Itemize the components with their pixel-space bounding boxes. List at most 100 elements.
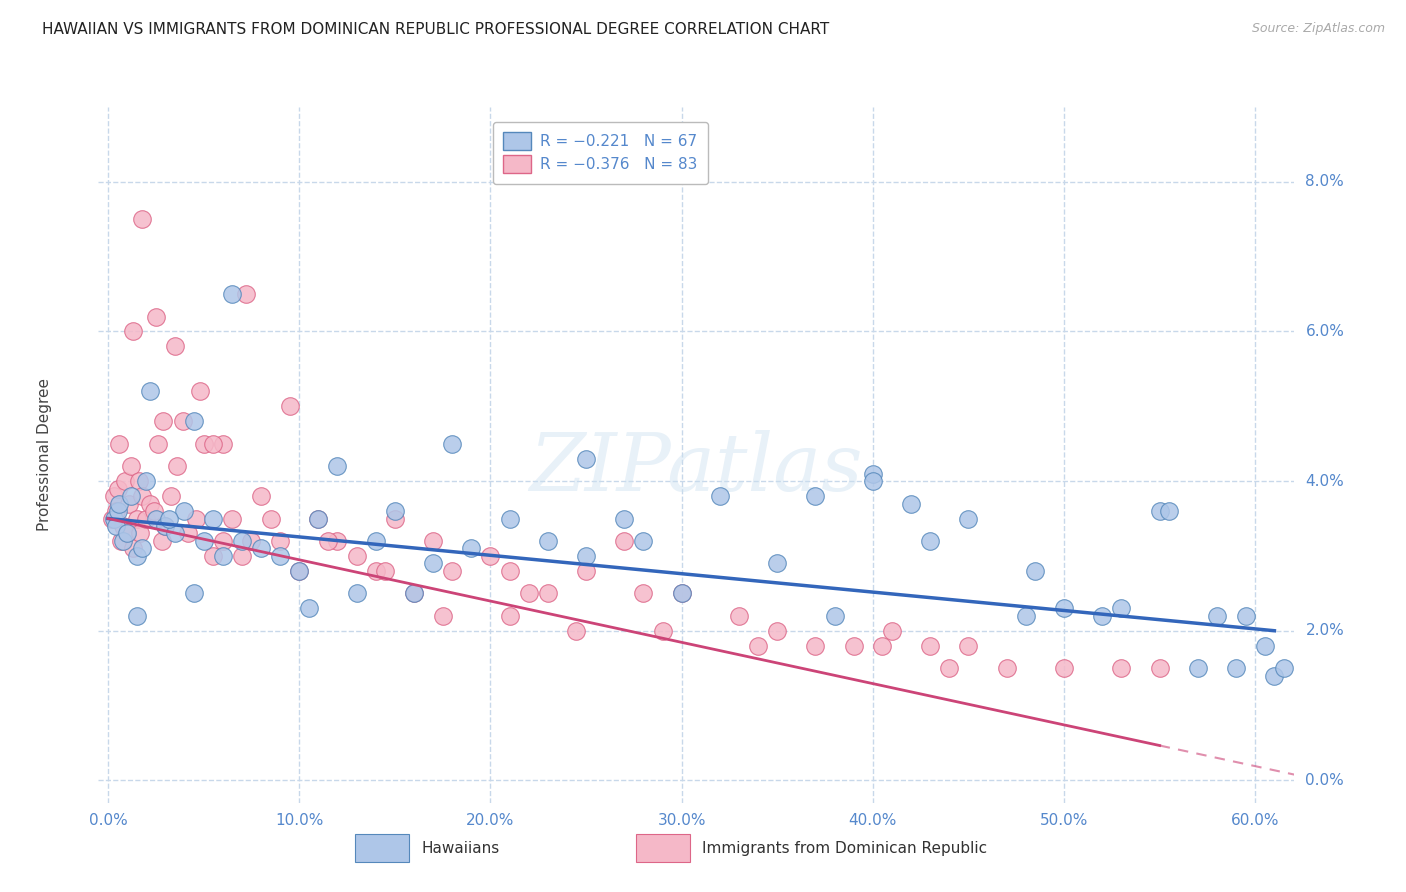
- Text: ZIPatlas: ZIPatlas: [529, 430, 863, 508]
- Point: [957, 511, 980, 525]
- Point: [115, 526, 138, 541]
- Point: [250, 541, 273, 556]
- Point: [747, 639, 769, 653]
- Point: [269, 533, 291, 548]
- Point: [1111, 661, 1133, 675]
- Point: [842, 639, 865, 653]
- Point: [240, 533, 263, 548]
- Point: [104, 519, 127, 533]
- Point: [498, 511, 520, 525]
- Text: 0.0%: 0.0%: [1305, 772, 1344, 788]
- Point: [326, 459, 349, 474]
- Point: [142, 504, 165, 518]
- Point: [139, 384, 162, 399]
- Point: [709, 489, 731, 503]
- Point: [160, 489, 183, 503]
- Point: [766, 557, 789, 571]
- Point: [269, 549, 291, 563]
- Point: [1053, 601, 1076, 615]
- Point: [120, 459, 142, 474]
- Point: [163, 526, 186, 541]
- Point: [278, 399, 301, 413]
- Point: [112, 519, 135, 533]
- Point: [872, 639, 894, 653]
- Point: [128, 474, 150, 488]
- Point: [250, 489, 273, 503]
- Text: Hawaiians: Hawaiians: [422, 840, 499, 855]
- Point: [135, 511, 157, 525]
- Point: [139, 497, 162, 511]
- Point: [1272, 661, 1295, 675]
- Bar: [636, 834, 690, 862]
- Point: [121, 541, 143, 556]
- Point: [101, 511, 124, 525]
- Text: 6.0%: 6.0%: [1305, 324, 1344, 339]
- Point: [145, 310, 167, 324]
- Point: [108, 436, 131, 450]
- Point: [211, 533, 233, 548]
- Point: [125, 511, 148, 525]
- Point: [166, 459, 188, 474]
- Point: [824, 608, 846, 623]
- Point: [346, 586, 368, 600]
- Point: [202, 511, 225, 525]
- Point: [938, 661, 960, 675]
- Point: [131, 489, 153, 503]
- Point: [384, 511, 406, 525]
- Point: [384, 504, 406, 518]
- Point: [862, 474, 884, 488]
- Point: [804, 639, 827, 653]
- Point: [1091, 608, 1114, 623]
- Point: [221, 511, 243, 525]
- Point: [1111, 601, 1133, 615]
- Point: [125, 549, 148, 563]
- Point: [121, 325, 143, 339]
- Point: [316, 533, 339, 548]
- Point: [1254, 639, 1277, 653]
- Point: [259, 511, 281, 525]
- Point: [671, 586, 693, 600]
- Point: [202, 436, 225, 450]
- Point: [112, 533, 135, 548]
- Point: [150, 533, 173, 548]
- Point: [114, 474, 136, 488]
- Point: [422, 533, 444, 548]
- Point: [288, 564, 311, 578]
- Point: [163, 339, 186, 353]
- Point: [1149, 504, 1171, 518]
- Point: [364, 533, 387, 548]
- Point: [231, 549, 253, 563]
- Point: [804, 489, 827, 503]
- Point: [766, 624, 789, 638]
- Point: [537, 586, 560, 600]
- Point: [651, 624, 673, 638]
- Point: [108, 497, 131, 511]
- Point: [288, 564, 311, 578]
- Point: [145, 511, 167, 525]
- Point: [131, 212, 153, 227]
- Point: [575, 564, 598, 578]
- Point: [1053, 661, 1076, 675]
- Point: [1263, 668, 1285, 682]
- Point: [374, 564, 396, 578]
- Point: [728, 608, 751, 623]
- Point: [460, 541, 482, 556]
- Point: [402, 586, 425, 600]
- Point: [104, 504, 127, 518]
- Point: [177, 526, 200, 541]
- Point: [103, 489, 125, 503]
- Point: [202, 549, 225, 563]
- Point: [107, 482, 129, 496]
- Point: [880, 624, 903, 638]
- Point: [862, 467, 884, 481]
- Point: [125, 608, 148, 623]
- Point: [129, 526, 152, 541]
- Point: [537, 533, 560, 548]
- Point: [479, 549, 502, 563]
- Point: [575, 549, 598, 563]
- Point: [193, 436, 215, 450]
- Point: [613, 511, 636, 525]
- Point: [633, 533, 655, 548]
- Point: [107, 504, 129, 518]
- Text: 8.0%: 8.0%: [1305, 174, 1344, 189]
